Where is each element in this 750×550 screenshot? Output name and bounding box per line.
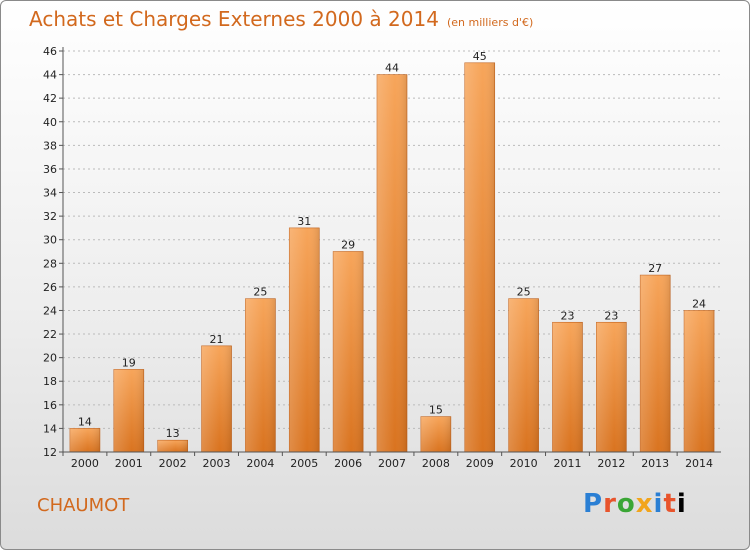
bar-value-label: 19 — [122, 356, 136, 369]
bar-value-label: 15 — [429, 404, 443, 417]
bar-shade — [157, 440, 188, 452]
logo-letter: t — [663, 489, 677, 519]
bar-shade — [289, 227, 320, 452]
x-tick-label: 2014 — [685, 457, 713, 470]
y-tick-label: 46 — [43, 45, 57, 58]
x-tick-label: 2013 — [641, 457, 669, 470]
bar-shade — [596, 322, 627, 452]
x-tick-label: 2002 — [159, 457, 187, 470]
logo-letter: r — [603, 489, 617, 519]
bar-shade — [684, 310, 715, 452]
bar-shade — [333, 251, 364, 452]
labels: 14 2000 19 2001 13 2002 21 2003 25 2004 31 2005 29 20… — [71, 50, 713, 470]
logo-letter: i — [653, 489, 664, 519]
x-tick-label: 2001 — [115, 457, 143, 470]
bar-value-label: 24 — [692, 297, 706, 310]
y-tick-label: 28 — [43, 257, 57, 270]
y-tick-label: 36 — [43, 163, 57, 176]
bars — [69, 62, 715, 453]
bar-value-label: 25 — [517, 286, 531, 299]
logo-letter: x — [635, 489, 654, 519]
bar-shade — [201, 345, 232, 452]
x-tick-label: 2012 — [597, 457, 625, 470]
bar-value-label: 31 — [297, 215, 311, 228]
y-tick-label: 34 — [43, 187, 57, 200]
logo-letter: o — [616, 489, 636, 519]
bar-shade — [69, 428, 100, 452]
chart-unit: (en milliers d'€) — [446, 16, 534, 29]
y-tick-label: 42 — [43, 92, 57, 105]
bar-value-label: 27 — [648, 262, 662, 275]
bar-value-label: 21 — [210, 333, 224, 346]
bar-shade — [377, 74, 407, 453]
y-tick-label: 26 — [43, 281, 57, 294]
y-tick-label: 18 — [43, 375, 57, 388]
y-tick-label: 20 — [43, 352, 57, 365]
bar-shade — [420, 416, 451, 452]
bar-shade — [640, 275, 671, 452]
bar-shade — [113, 369, 144, 452]
bar-shade — [464, 62, 495, 452]
x-tick-label: 2006 — [334, 457, 362, 470]
x-tick-label: 2011 — [553, 457, 581, 470]
logo-letter: i — [676, 489, 687, 519]
bar-value-label: 23 — [560, 309, 574, 322]
bar-value-label: 45 — [473, 50, 487, 63]
bar-shade — [245, 298, 276, 452]
bar-value-label: 13 — [166, 427, 180, 440]
bar-value-label: 44 — [385, 62, 399, 75]
bar-value-label: 14 — [78, 415, 92, 428]
y-tick-label: 44 — [43, 69, 57, 82]
chart-title: Achats et Charges Externes 2000 à 2014 (e… — [29, 7, 533, 31]
proxiti-logo: Proxiti — [583, 489, 687, 519]
y-tick-label: 16 — [43, 399, 57, 412]
axes: 12 14 16 18 20 22 24 26 28 30 32 34 36 38 40 42 44 46 — [43, 45, 721, 459]
y-tick-label: 24 — [43, 304, 57, 317]
y-tick-label: 12 — [43, 446, 57, 459]
bar-value-label: 23 — [604, 309, 618, 322]
bar-shade — [508, 298, 539, 452]
x-tick-label: 2003 — [203, 457, 231, 470]
y-tick-label: 38 — [43, 139, 57, 152]
bar-shade — [552, 322, 583, 452]
y-tick-label: 40 — [43, 116, 57, 129]
y-tick-label: 32 — [43, 210, 57, 223]
x-tick-label: 2007 — [378, 457, 406, 470]
chart-title-text: Achats et Charges Externes 2000 à 2014 — [29, 7, 439, 31]
y-tick-label: 14 — [43, 422, 57, 435]
bar-value-label: 25 — [253, 286, 267, 299]
x-tick-label: 2004 — [246, 457, 274, 470]
x-tick-label: 2008 — [422, 457, 450, 470]
x-tick-label: 2010 — [510, 457, 538, 470]
logo-letter: P — [583, 489, 604, 519]
y-tick-label: 22 — [43, 328, 57, 341]
y-tick-label: 30 — [43, 234, 57, 247]
x-tick-label: 2009 — [466, 457, 494, 470]
x-tick-label: 2005 — [290, 457, 318, 470]
city-name: CHAUMOT — [37, 495, 130, 516]
bar-value-label: 29 — [341, 239, 355, 252]
x-tick-label: 2000 — [71, 457, 99, 470]
